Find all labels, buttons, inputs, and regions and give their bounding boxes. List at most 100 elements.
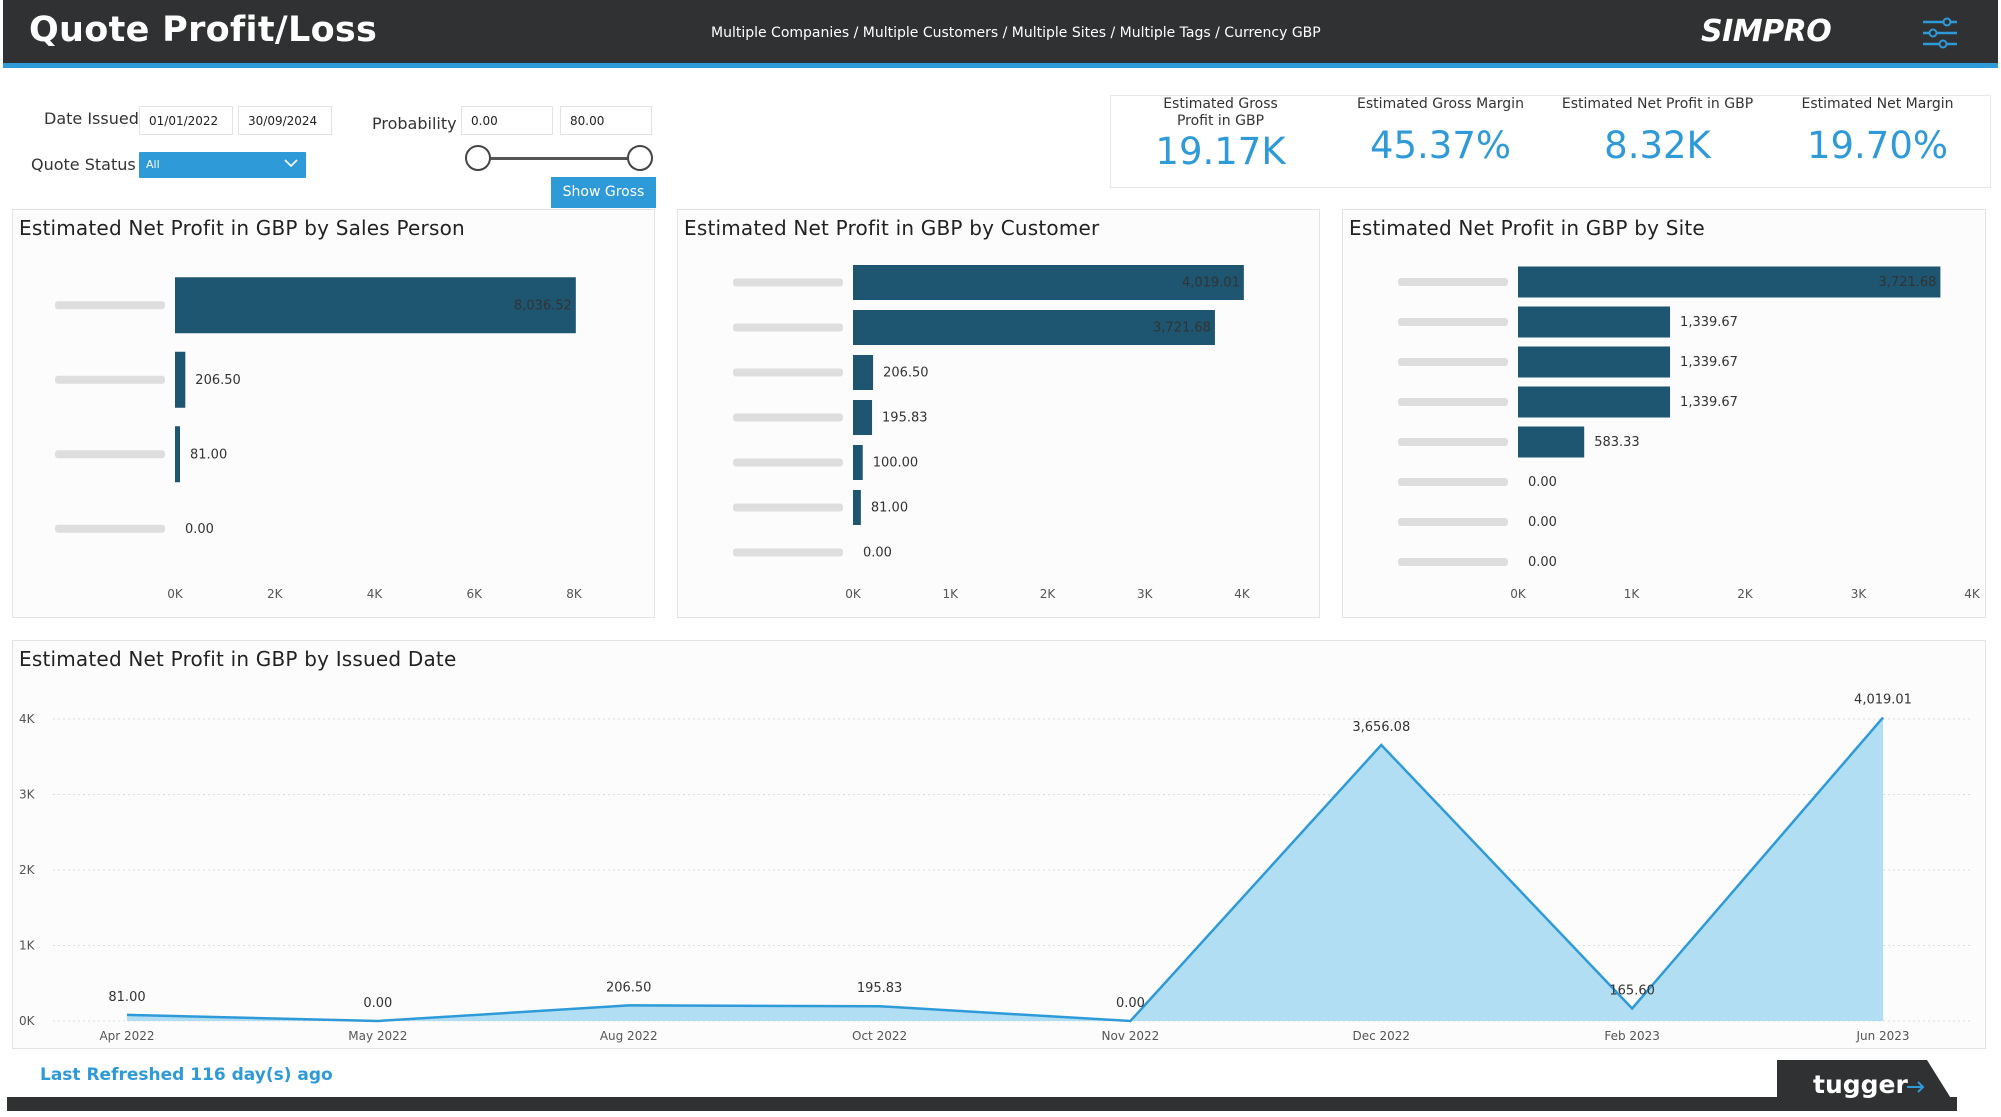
chart-panel-issued-date: Estimated Net Profit in GBP by Issued Da… bbox=[12, 640, 1986, 1049]
probability-slider-track[interactable] bbox=[478, 157, 640, 160]
data-label: 0.00 bbox=[363, 996, 392, 1011]
bar bbox=[853, 445, 863, 480]
x-tick-label: 0K bbox=[167, 587, 184, 601]
quote-status-dropdown[interactable]: All bbox=[139, 152, 306, 178]
bar bbox=[853, 490, 861, 525]
bar-chart-sales-person[interactable]: 0K 2K 4K 6K 8K 8,036.52 206.50 81.00 0.00 bbox=[13, 210, 656, 619]
x-tick-label: 4K bbox=[1234, 587, 1251, 601]
data-label: 195.83 bbox=[882, 411, 928, 426]
area-chart-issued-date[interactable]: 0K 1K 2K 3K 4K 81.00 Apr 2022 0.00 May 2022 206.5… bbox=[13, 641, 1987, 1050]
date-from-input[interactable]: 01/01/2022 bbox=[139, 106, 233, 135]
kpi-gross-margin: Estimated Gross Margin 45.37% bbox=[1333, 96, 1548, 167]
category-label-redacted bbox=[733, 548, 843, 557]
kpi-label: Estimated Net Profit in GBP bbox=[1561, 96, 1754, 112]
data-label: 206.50 bbox=[195, 373, 241, 388]
bar bbox=[1518, 306, 1671, 338]
probability-min-handle[interactable] bbox=[465, 145, 491, 171]
data-label: 0.00 bbox=[185, 522, 214, 537]
quote-status-label: Quote Status bbox=[31, 155, 136, 174]
category-label-redacted bbox=[733, 323, 843, 332]
x-tick-label: 1K bbox=[1624, 587, 1641, 601]
series-line bbox=[126, 716, 1884, 1023]
footer-bar bbox=[7, 1097, 1957, 1111]
x-tick-label: May 2022 bbox=[348, 1029, 407, 1043]
kpi-value: 19.17K bbox=[1155, 130, 1286, 173]
x-tick-label: Aug 2022 bbox=[600, 1029, 658, 1043]
kpi-label: Estimated Gross Profit in GBP bbox=[1163, 96, 1278, 129]
data-label: 1,339.67 bbox=[1680, 395, 1738, 410]
data-label: 583.33 bbox=[1594, 435, 1640, 450]
bar bbox=[175, 351, 186, 408]
bar-chart-customer[interactable]: 0K 1K 2K 3K 4K 4,019.01 3,721.68 206.50 195.83 10… bbox=[678, 210, 1321, 619]
bar bbox=[1518, 266, 1941, 298]
kpi-label: Estimated Net Margin bbox=[1801, 96, 1954, 112]
category-label-redacted bbox=[733, 503, 843, 512]
last-refreshed-text: Last Refreshed 116 day(s) ago bbox=[40, 1065, 333, 1085]
data-label: 206.50 bbox=[606, 980, 652, 995]
probability-label: Probability bbox=[372, 114, 457, 133]
kpi-gross-profit: Estimated Gross Profit in GBP 19.17K bbox=[1113, 96, 1328, 173]
page-title: Quote Profit/Loss bbox=[29, 10, 378, 50]
quote-status-value: All bbox=[146, 158, 160, 171]
category-label-redacted bbox=[1398, 278, 1508, 286]
x-tick-label: Jun 2023 bbox=[1855, 1029, 1909, 1043]
data-label: 195.83 bbox=[857, 981, 903, 996]
y-tick-label: 0K bbox=[19, 1014, 36, 1028]
data-label: 81.00 bbox=[108, 990, 145, 1005]
chevron-down-icon bbox=[284, 159, 298, 168]
chart-title: Estimated Net Profit in GBP by Customer bbox=[684, 216, 1100, 240]
x-tick-label: 2K bbox=[267, 587, 284, 601]
category-label-redacted bbox=[1398, 478, 1508, 486]
chart-title: Estimated Net Profit in GBP by Site bbox=[1349, 216, 1705, 240]
date-to-input[interactable]: 30/09/2024 bbox=[238, 106, 332, 135]
chart-panel-sales-person: Estimated Net Profit in GBP by Sales Per… bbox=[12, 209, 655, 618]
data-label: 1,339.67 bbox=[1680, 355, 1738, 370]
x-tick-label: 0K bbox=[845, 587, 862, 601]
bar bbox=[1518, 386, 1671, 418]
category-label-redacted bbox=[733, 368, 843, 377]
category-label-redacted bbox=[733, 458, 843, 467]
bar bbox=[1518, 346, 1671, 378]
category-label-redacted bbox=[733, 278, 843, 287]
category-label-redacted bbox=[55, 450, 165, 459]
category-label-redacted bbox=[1398, 558, 1508, 566]
probability-max-input[interactable]: 80.00 bbox=[560, 106, 652, 135]
chart-title: Estimated Net Profit in GBP by Issued Da… bbox=[19, 647, 457, 671]
data-label: 1,339.67 bbox=[1680, 315, 1738, 330]
data-label: 4,019.01 bbox=[1854, 693, 1912, 708]
category-label-redacted bbox=[55, 301, 165, 310]
data-label: 4,019.01 bbox=[1182, 276, 1240, 291]
chart-panel-customer: Estimated Net Profit in GBP by Customer … bbox=[677, 209, 1320, 618]
bar-chart-site[interactable]: 0K 1K 2K 3K 4K 3,721.68 1,339.67 1,339.67 1,339.… bbox=[1343, 210, 1987, 619]
header-bar: Quote Profit/Loss Multiple Companies / M… bbox=[3, 0, 1998, 68]
chart-panel-site: Estimated Net Profit in GBP by Site 0K 1K… bbox=[1342, 209, 1986, 618]
probability-min-input[interactable]: 0.00 bbox=[461, 106, 553, 135]
x-tick-label: 1K bbox=[942, 587, 959, 601]
x-tick-label: 8K bbox=[566, 587, 583, 601]
category-label-redacted bbox=[1398, 438, 1508, 446]
data-label: 81.00 bbox=[190, 447, 227, 462]
category-label-redacted bbox=[55, 375, 165, 384]
data-label: 100.00 bbox=[873, 456, 919, 471]
simpro-logo: SIMPRO bbox=[1701, 14, 1832, 49]
x-tick-label: Dec 2022 bbox=[1352, 1029, 1410, 1043]
bar bbox=[175, 277, 576, 334]
x-tick-label: 3K bbox=[1851, 587, 1868, 601]
filter-breadcrumb: Multiple Companies / Multiple Customers … bbox=[711, 25, 1321, 41]
sliders-menu-icon[interactable] bbox=[1921, 16, 1959, 50]
x-tick-label: Oct 2022 bbox=[852, 1029, 907, 1043]
data-label: 8,036.52 bbox=[514, 298, 572, 313]
bar bbox=[853, 265, 1244, 300]
data-label: 3,721.68 bbox=[1879, 275, 1937, 290]
kpi-value: 8.32K bbox=[1604, 124, 1711, 167]
category-label-redacted bbox=[733, 413, 843, 422]
show-gross-button[interactable]: Show Gross bbox=[551, 177, 656, 208]
probability-max-handle[interactable] bbox=[627, 145, 653, 171]
bar bbox=[1518, 426, 1585, 458]
area-fill bbox=[127, 717, 1883, 1021]
category-label-redacted bbox=[1398, 318, 1508, 326]
date-issued-label: Date Issued bbox=[44, 109, 139, 128]
x-tick-label: Nov 2022 bbox=[1102, 1029, 1160, 1043]
data-label: 206.50 bbox=[883, 366, 929, 381]
data-label: 81.00 bbox=[871, 501, 908, 516]
